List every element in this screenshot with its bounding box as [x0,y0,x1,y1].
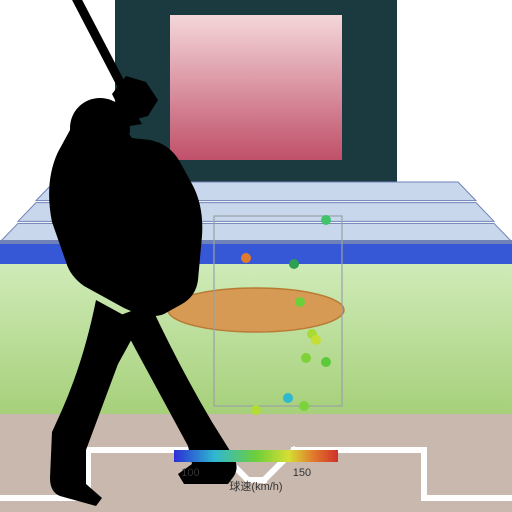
pitch-location-chart: 100 150 球速(km/h) [0,0,512,512]
pitch-marker [311,335,321,345]
pitch-marker [299,401,309,411]
scoreboard-panel [170,15,342,160]
pitch-marker [301,353,311,363]
legend-gradient-bar [174,450,338,462]
pitch-marker [295,297,305,307]
pitch-marker [241,253,251,263]
pitch-marker [289,259,299,269]
legend-label: 球速(km/h) [229,479,282,493]
pitchers-mound [168,288,344,332]
legend-tick: 100 [181,467,199,479]
pitch-marker [283,393,293,403]
pitch-marker [251,405,261,415]
pitch-marker [321,357,331,367]
legend-tick: 150 [293,467,311,479]
pitch-marker [321,215,331,225]
